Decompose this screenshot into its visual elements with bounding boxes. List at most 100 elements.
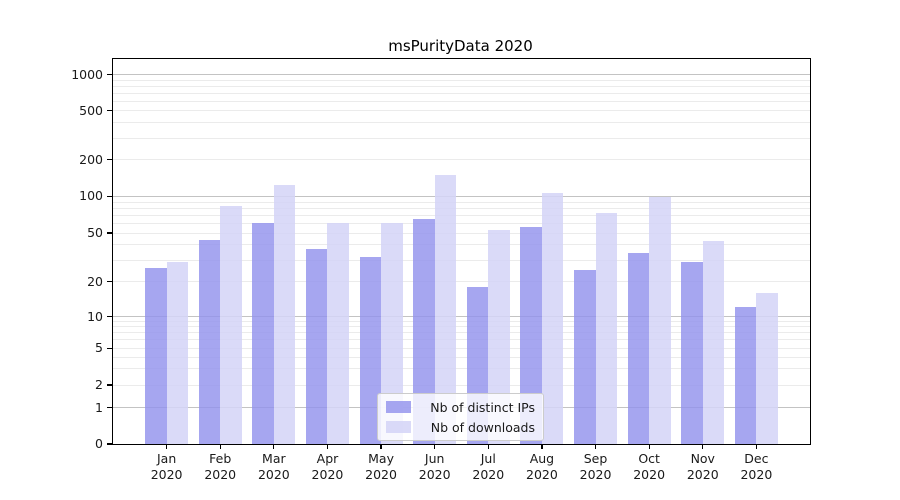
x-tick-month: Jan <box>156 451 177 466</box>
y-axis-tick <box>106 443 112 445</box>
x-axis-tick <box>541 444 543 449</box>
x-tick-month: May <box>368 451 394 466</box>
minor-gridline <box>113 347 810 349</box>
legend: Nb of distinct IPs Nb of downloads <box>377 393 544 441</box>
bar-distinct-ips <box>359 256 382 444</box>
bar-distinct-ips <box>681 261 703 444</box>
minor-gridline <box>113 368 810 370</box>
y-axis-tick <box>106 384 112 386</box>
x-tick-label: Jan 2020 <box>132 451 202 482</box>
x-tick-label: Feb 2020 <box>185 451 255 482</box>
y-tick-label: 20 <box>87 273 103 289</box>
bar-downloads <box>220 205 242 444</box>
legend-item-downloads: Nb of downloads <box>386 420 535 435</box>
x-tick-year: 2020 <box>365 466 397 482</box>
x-tick-year: 2020 <box>472 466 505 482</box>
x-tick-month: Jul <box>480 451 496 466</box>
legend-item-distinct-ips: Nb of distinct IPs <box>386 400 535 415</box>
chart-title: msPurityData 2020 <box>388 37 533 55</box>
minor-gridline <box>113 356 810 358</box>
x-tick-month: Oct <box>638 451 660 466</box>
minor-gridline <box>113 214 810 216</box>
minor-gridline <box>113 122 810 124</box>
bar-downloads <box>273 184 296 444</box>
bar-downloads <box>488 229 510 444</box>
x-axis-tick <box>594 444 597 449</box>
minor-gridline <box>113 232 810 234</box>
minor-gridline <box>113 159 810 161</box>
x-tick-label: Aug 2020 <box>507 451 577 482</box>
minor-gridline <box>113 92 810 94</box>
y-axis-tick <box>106 109 112 112</box>
plot-area: Nb of distinct IPs Nb of downloads 0 1 2 5 1… <box>71 58 811 482</box>
legend-label-distinct-ips: Nb of distinct IPs <box>430 399 535 415</box>
x-tick-label: Sep 2020 <box>561 451 631 482</box>
x-tick-month: Mar <box>262 451 286 466</box>
major-gridline <box>113 74 810 76</box>
bar-downloads <box>649 196 671 444</box>
legend-swatch-downloads <box>386 420 411 434</box>
bar-distinct-ips <box>734 307 757 444</box>
minor-gridline <box>113 281 810 283</box>
bar-distinct-ips <box>574 269 596 444</box>
x-tick-year: 2020 <box>257 466 290 482</box>
minor-gridline <box>113 259 810 261</box>
bar-distinct-ips <box>252 223 274 444</box>
y-axis-tick <box>106 74 112 76</box>
y-axis-tick <box>106 407 112 409</box>
major-gridline <box>113 195 810 197</box>
y-tick-label: 10 <box>87 308 103 324</box>
x-tick-year: 2020 <box>579 466 612 482</box>
x-tick-year: 2020 <box>686 466 719 482</box>
minor-gridline <box>113 222 810 224</box>
x-tick-year: 2020 <box>311 466 344 482</box>
bar-distinct-ips <box>520 227 542 444</box>
minor-gridline <box>113 244 810 246</box>
minor-gridline <box>113 201 810 203</box>
x-tick-month: Sep <box>583 451 608 466</box>
x-tick-month: Dec <box>744 451 769 466</box>
y-tick-label: 200 <box>79 151 103 167</box>
x-tick-month: Aug <box>529 451 555 466</box>
minor-gridline <box>113 384 810 386</box>
minor-gridline <box>113 320 810 322</box>
x-tick-year: 2020 <box>633 466 666 482</box>
y-tick-label: 0 <box>95 436 103 451</box>
legend-label-downloads: Nb of downloads <box>430 419 535 435</box>
bar-distinct-ips <box>198 239 221 444</box>
legend-swatch-distinct-ips <box>386 400 411 414</box>
bar-downloads <box>434 175 457 444</box>
minor-gridline <box>113 332 810 334</box>
x-axis-tick <box>326 444 329 449</box>
x-tick-year: 2020 <box>526 466 558 482</box>
minor-gridline <box>113 110 810 112</box>
x-tick-label: Dec 2020 <box>721 451 791 482</box>
bar-distinct-ips <box>305 248 328 444</box>
x-axis-tick <box>702 444 704 449</box>
x-tick-label: Jun 2020 <box>400 451 470 482</box>
x-axis-tick <box>648 444 650 449</box>
x-tick-month: Jun <box>424 451 445 466</box>
bar-downloads <box>541 192 564 444</box>
y-tick-label: 500 <box>79 102 103 118</box>
x-axis-tick <box>273 444 275 449</box>
minor-gridline <box>113 85 810 87</box>
y-tick-label: 1000 <box>71 66 103 82</box>
y-tick-label: 5 <box>95 340 103 356</box>
bar-downloads <box>381 223 403 444</box>
x-axis-tick <box>434 444 436 449</box>
y-axis-tick <box>106 347 112 349</box>
x-tick-year: 2020 <box>740 466 773 482</box>
y-tick-label: 100 <box>79 188 103 204</box>
bar-downloads <box>756 292 778 444</box>
x-tick-label: Mar 2020 <box>239 451 309 482</box>
x-tick-month: Nov <box>690 451 715 466</box>
x-tick-label: Jul 2020 <box>453 451 523 482</box>
bar-distinct-ips <box>145 267 167 444</box>
y-tick-label: 1 <box>95 399 103 415</box>
x-tick-label: May 2020 <box>346 451 416 482</box>
x-axis-tick <box>219 444 221 449</box>
x-tick-month: Feb <box>209 451 232 466</box>
bar-downloads <box>595 213 618 444</box>
